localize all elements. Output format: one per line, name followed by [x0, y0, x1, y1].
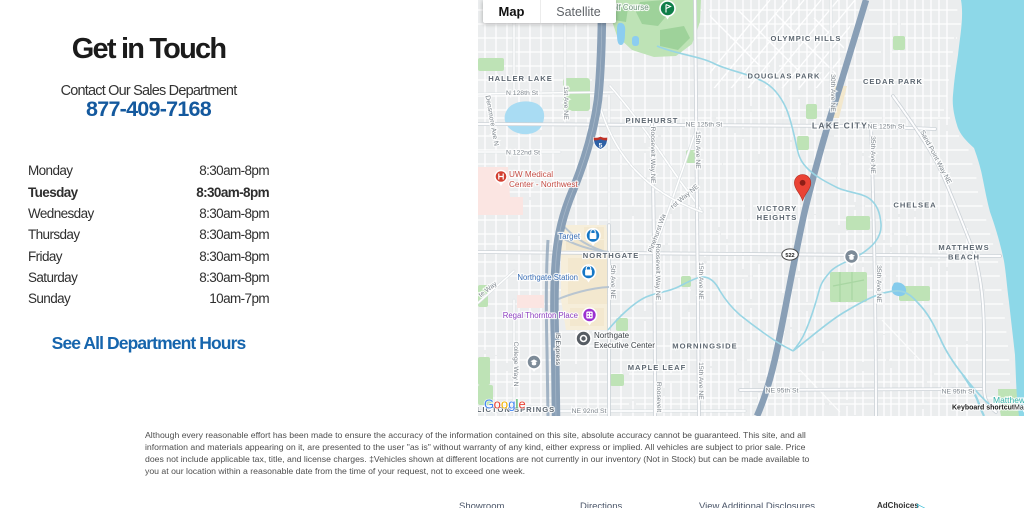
svg-text:Executive Center: Executive Center — [594, 341, 655, 350]
svg-text:35th Ave NE: 35th Ave NE — [869, 136, 876, 174]
svg-text:PINEHURST: PINEHURST — [626, 116, 679, 125]
svg-text:College Way N: College Way N — [512, 341, 519, 386]
svg-text:1st Ave NE: 1st Ave NE — [562, 86, 569, 120]
svg-text:Map: Map — [1014, 405, 1024, 412]
svg-text:G: G — [484, 397, 494, 412]
svg-text:UW Medical: UW Medical — [509, 170, 553, 179]
svg-text:15th Ave NE: 15th Ave NE — [697, 362, 704, 400]
svg-text:e: e — [519, 397, 526, 412]
svg-text:DOUGLAS PARK: DOUGLAS PARK — [747, 72, 820, 81]
svg-text:MAPLE LEAF: MAPLE LEAF — [628, 363, 687, 372]
svg-text:N 122nd St: N 122nd St — [506, 150, 540, 157]
svg-text:Northgate: Northgate — [594, 331, 630, 340]
svg-text:Roosevelt: Roosevelt — [655, 382, 662, 412]
svg-text:HALLER LAKE: HALLER LAKE — [488, 74, 553, 83]
svg-text:N 128th St: N 128th St — [506, 90, 538, 97]
svg-text:o: o — [494, 397, 501, 412]
svg-text:HEIGHTS: HEIGHTS — [757, 213, 798, 222]
svg-text:NORTHGATE: NORTHGATE — [583, 251, 640, 260]
svg-text:Northgate Station: Northgate Station — [517, 273, 578, 282]
svg-text:NE 125th St: NE 125th St — [686, 122, 723, 129]
svg-text:Matthews B: Matthews B — [993, 395, 1024, 405]
svg-text:o: o — [501, 397, 508, 412]
svg-text:g: g — [508, 397, 515, 412]
svg-text:I5 Express: I5 Express — [554, 333, 561, 366]
svg-text:Center - Northwest: Center - Northwest — [509, 180, 578, 189]
svg-text:NE 95th St: NE 95th St — [766, 388, 799, 395]
svg-text:Roosevelt Way NE: Roosevelt Way NE — [654, 244, 661, 301]
svg-text:MORNINGSIDE: MORNINGSIDE — [672, 342, 737, 351]
svg-text:LICTON SPRINGS: LICTON SPRINGS — [478, 405, 555, 414]
svg-text:CEDAR PARK: CEDAR PARK — [863, 77, 923, 86]
svg-text:522: 522 — [785, 253, 794, 259]
svg-text:15th Ave NE: 15th Ave NE — [694, 131, 701, 169]
svg-text:NE 95th St: NE 95th St — [942, 389, 975, 396]
svg-text:Roosevelt Way NE: Roosevelt Way NE — [649, 127, 656, 184]
svg-text:l: l — [516, 397, 519, 412]
svg-text:35th Ave NE: 35th Ave NE — [875, 265, 882, 303]
svg-text:VICTORY: VICTORY — [757, 204, 797, 213]
svg-text:MATTHEWS: MATTHEWS — [938, 243, 989, 252]
svg-text:NE 92nd St: NE 92nd St — [572, 408, 607, 415]
svg-text:Target: Target — [558, 232, 581, 241]
svg-text:15th Ave NE: 15th Ave NE — [697, 262, 704, 300]
svg-text:5th Ave NE: 5th Ave NE — [609, 265, 616, 299]
svg-text:CHELSEA: CHELSEA — [893, 201, 936, 210]
svg-text:BEACH: BEACH — [948, 253, 980, 262]
svg-text:30th Ave NE: 30th Ave NE — [829, 74, 836, 112]
svg-text:Golf Course: Golf Course — [606, 3, 649, 12]
svg-text:LAKE CITY: LAKE CITY — [812, 121, 868, 131]
svg-text:5: 5 — [599, 143, 603, 150]
svg-text:Keyboard shortcuts: Keyboard shortcuts — [952, 405, 1018, 412]
svg-text:NE 125th St: NE 125th St — [868, 124, 905, 131]
svg-text:OLYMPIC HILLS: OLYMPIC HILLS — [771, 34, 842, 43]
svg-text:Regal Thornton Place: Regal Thornton Place — [503, 311, 578, 320]
